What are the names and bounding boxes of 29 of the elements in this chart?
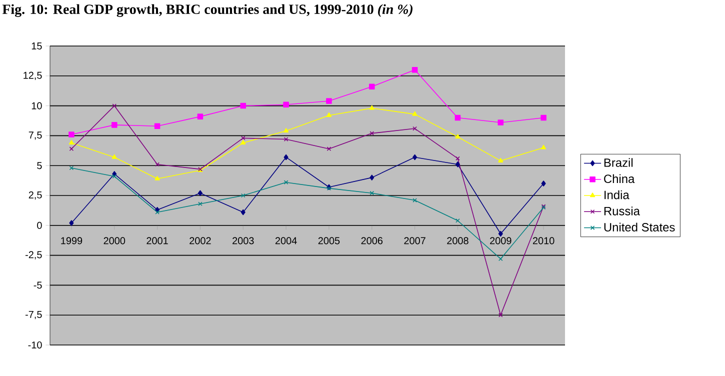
y-tick-label: 7,5	[28, 132, 42, 140]
y-tick-label: -5	[34, 282, 42, 289]
y-tick-label: 12,5	[24, 72, 42, 80]
x-tick-label: 2005	[318, 237, 340, 244]
legend-label: United States	[604, 222, 675, 232]
legend-label: China	[604, 174, 635, 184]
legend-label: India	[604, 190, 630, 200]
x-tick-label: 2004	[275, 237, 297, 244]
chart-title: Fig. 10: Real GDP growth, BRIC countries and US, 1999-2010 (in %)	[2, 4, 412, 17]
legend-label: Russia	[604, 206, 640, 216]
y-tick-label: -10	[28, 341, 42, 349]
x-tick-label: 2002	[190, 237, 211, 244]
x-tick-label: 2000	[104, 237, 126, 244]
x-tick-label: 2001	[146, 237, 168, 244]
y-tick-label: 2,5	[28, 191, 42, 200]
y-tick-label: 5	[37, 162, 42, 170]
legend-label: Brazil	[604, 158, 633, 167]
x-tick-label: 2006	[361, 237, 383, 244]
x-tick-label: 2007	[404, 237, 426, 244]
y-tick-label: 15	[32, 42, 42, 50]
x-tick-label: 2009	[490, 237, 512, 244]
y-tick-label: 10	[32, 102, 42, 110]
y-tick-label: -2,5	[26, 251, 42, 260]
x-tick-label: 2008	[447, 237, 468, 244]
y-tick-label: 0	[37, 222, 42, 229]
x-tick-label: 2010	[532, 237, 554, 244]
y-tick-label: -7,5	[26, 311, 42, 320]
x-tick-label: 2003	[232, 237, 254, 244]
x-tick-label: 1999	[61, 237, 82, 244]
